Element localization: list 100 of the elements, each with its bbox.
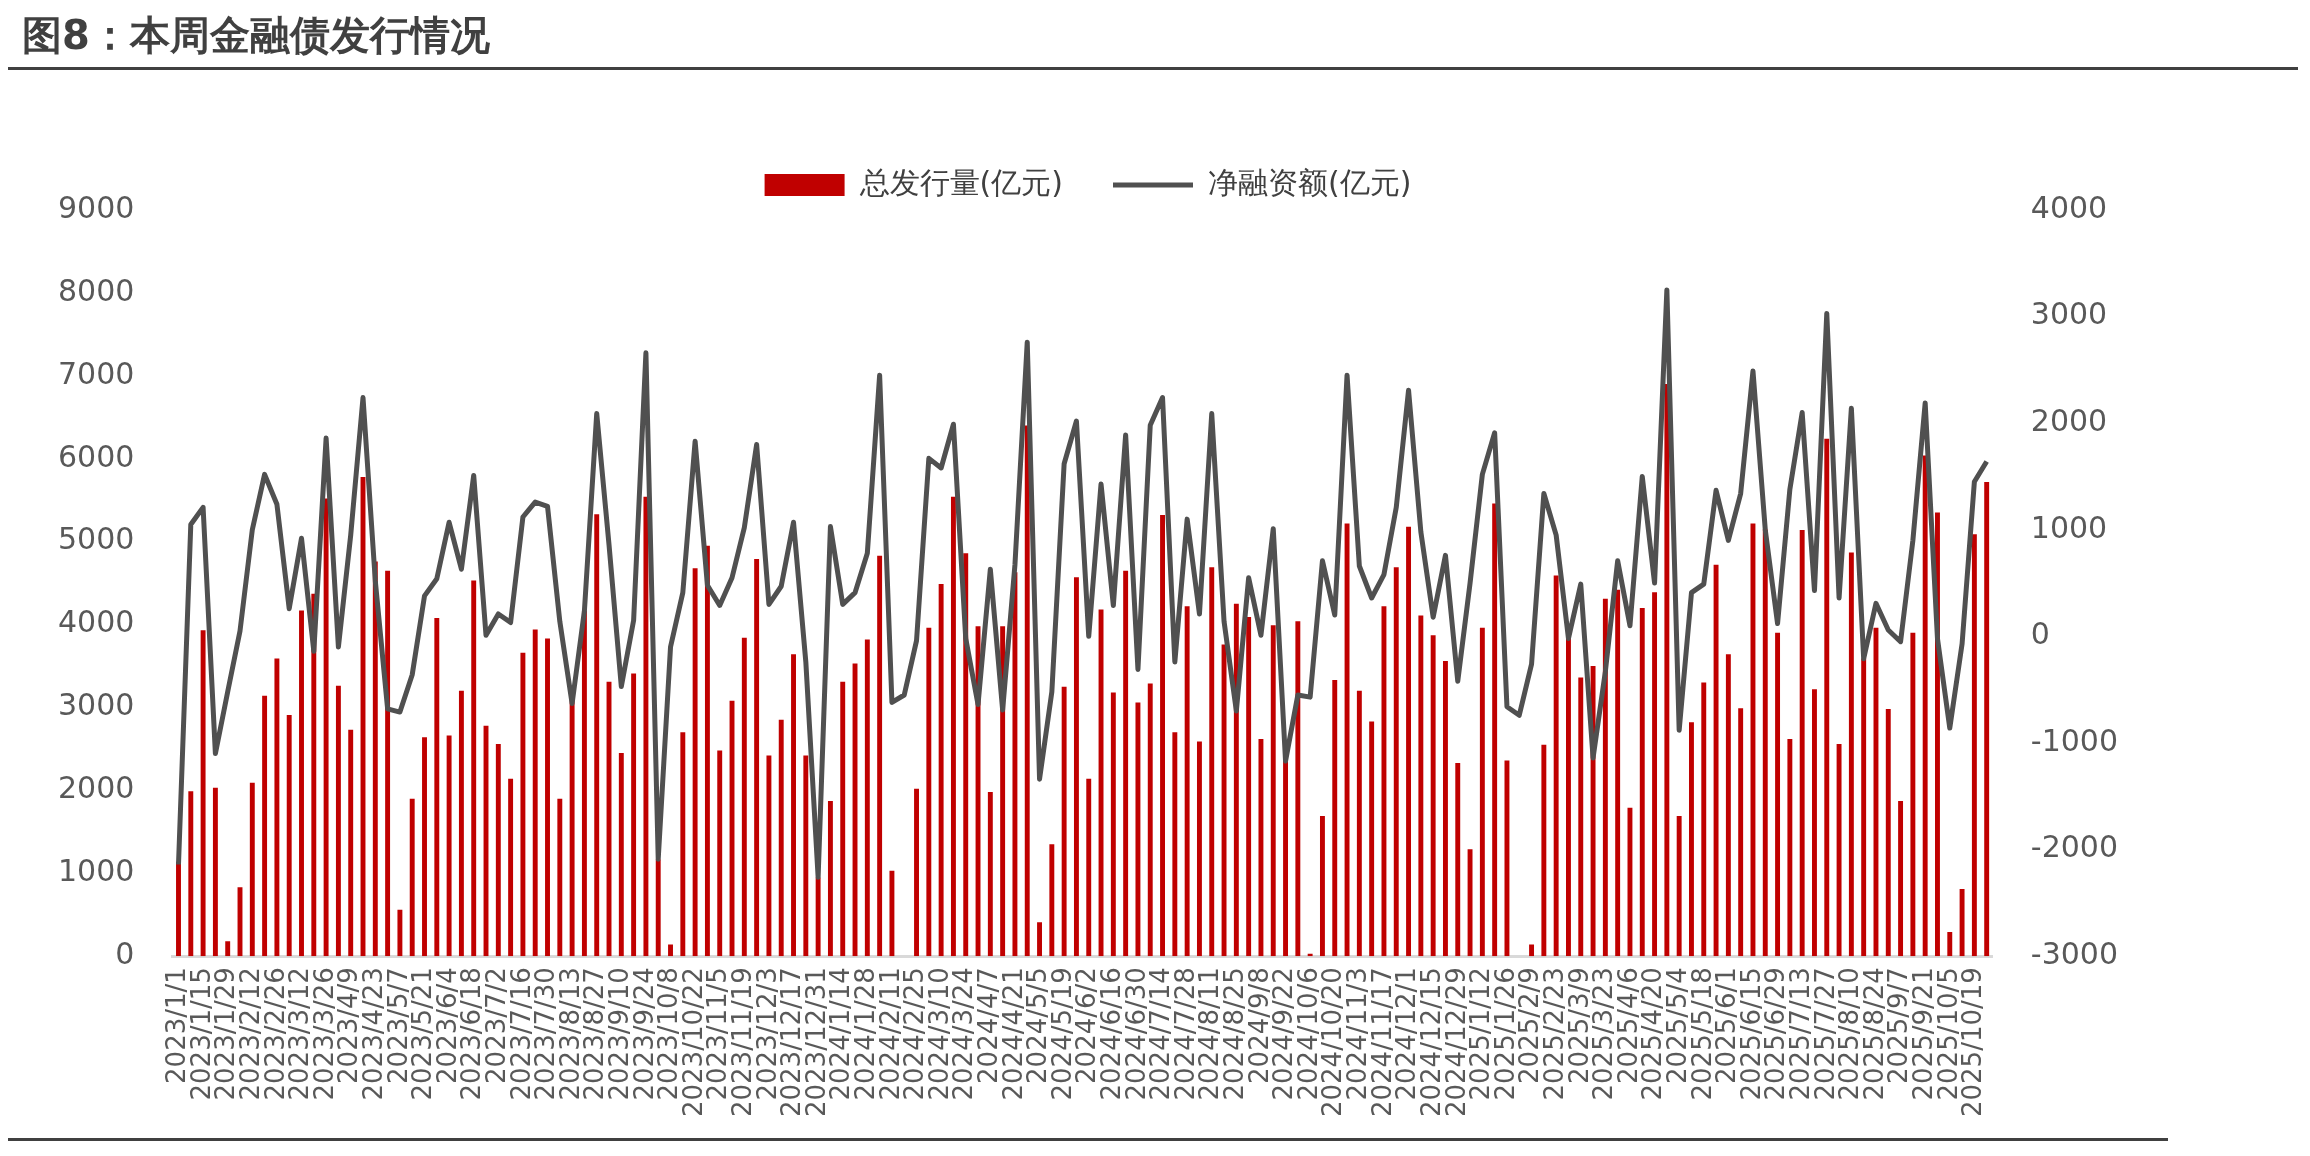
- bar: [1639, 607, 1645, 957]
- bar: [914, 788, 919, 957]
- bar: [766, 755, 772, 957]
- bar: [1713, 564, 1719, 957]
- bar: [1160, 515, 1165, 957]
- bar: [1812, 689, 1817, 957]
- legend-label: 总发行量(亿元): [858, 164, 1064, 200]
- y2-tick-label: 2000: [2030, 402, 2108, 438]
- bar: [471, 580, 477, 957]
- bar: [532, 629, 538, 957]
- bar: [778, 719, 784, 957]
- bar: [212, 787, 218, 957]
- bar: [1073, 577, 1079, 957]
- bar: [1172, 732, 1178, 957]
- bar: [397, 909, 403, 957]
- y2-tick-label: 0: [2030, 616, 2050, 652]
- bar: [1381, 606, 1387, 957]
- y-tick-label: 4000: [57, 604, 135, 640]
- bar: [668, 944, 673, 957]
- y-tick-label: 9000: [57, 189, 135, 225]
- bar: [1418, 615, 1424, 957]
- bar: [1861, 658, 1867, 957]
- bar: [299, 610, 304, 957]
- bar: [545, 638, 550, 957]
- bar: [1393, 567, 1399, 957]
- y-tick-label: 3000: [57, 687, 135, 723]
- bar: [557, 798, 563, 957]
- bar: [1578, 677, 1584, 957]
- y2-tick-label: -3000: [2030, 935, 2119, 971]
- bar: [1135, 702, 1141, 957]
- bar: [1676, 816, 1682, 957]
- bar: [1504, 760, 1510, 957]
- bar: [1406, 526, 1412, 957]
- bar: [1664, 384, 1670, 957]
- bar: [1319, 816, 1325, 957]
- bar: [176, 861, 181, 957]
- bar: [409, 798, 415, 957]
- bar: [1356, 690, 1362, 957]
- bar: [1467, 849, 1473, 957]
- chart-title: 图8：本周金融债发行情况: [8, 8, 2298, 70]
- bar: [1024, 425, 1030, 957]
- bar: [1910, 632, 1916, 957]
- bar: [1196, 741, 1202, 957]
- bar: [1922, 455, 1928, 957]
- bar: [1184, 606, 1190, 957]
- bar: [1824, 438, 1830, 957]
- y-tick-label: 2000: [57, 770, 135, 806]
- bar: [1725, 654, 1731, 957]
- bar: [987, 791, 993, 957]
- bar: [249, 782, 255, 957]
- bar: [926, 627, 932, 957]
- bar: [1701, 682, 1707, 957]
- bar: [1479, 627, 1485, 957]
- bar: [188, 791, 194, 957]
- bar: [495, 743, 501, 957]
- bar: [680, 732, 686, 957]
- bar: [618, 753, 624, 957]
- bar: [1123, 570, 1129, 957]
- bar: [458, 690, 464, 957]
- bar: [1270, 625, 1276, 957]
- bar: [1787, 738, 1793, 957]
- bar: [1836, 743, 1842, 957]
- bar: [1553, 575, 1559, 957]
- bar: [827, 801, 833, 957]
- bar: [1799, 530, 1805, 957]
- bar: [1947, 932, 1953, 957]
- bar: [434, 617, 440, 957]
- bar: [385, 570, 391, 957]
- bar: [950, 496, 956, 957]
- bar: [1652, 592, 1658, 957]
- bar: [1971, 534, 1977, 957]
- bar: [1885, 709, 1891, 957]
- bar: [889, 870, 895, 957]
- bar: [1332, 680, 1338, 957]
- y-tick-label: 5000: [57, 521, 135, 557]
- bar: [815, 877, 821, 957]
- bar: [262, 695, 268, 957]
- bar: [1959, 888, 1965, 957]
- bar: [1258, 738, 1264, 957]
- bar: [1738, 708, 1744, 957]
- bar: [938, 583, 944, 957]
- bar: [704, 545, 710, 957]
- bar: [1848, 552, 1854, 957]
- bar: [446, 735, 452, 957]
- bar: [1529, 944, 1535, 957]
- bar: [274, 658, 280, 957]
- bar: [864, 639, 870, 957]
- bar: [717, 750, 723, 957]
- bar: [1898, 801, 1904, 957]
- bar: [286, 714, 292, 957]
- bar: [741, 637, 747, 957]
- bar: [200, 630, 206, 957]
- bar: [643, 496, 649, 957]
- bar: [1246, 617, 1252, 957]
- bar: [692, 568, 698, 957]
- bar: [1430, 635, 1436, 957]
- bar: [1689, 722, 1694, 957]
- bar: [335, 685, 341, 957]
- bar: [1455, 762, 1461, 957]
- bar: [1086, 778, 1092, 957]
